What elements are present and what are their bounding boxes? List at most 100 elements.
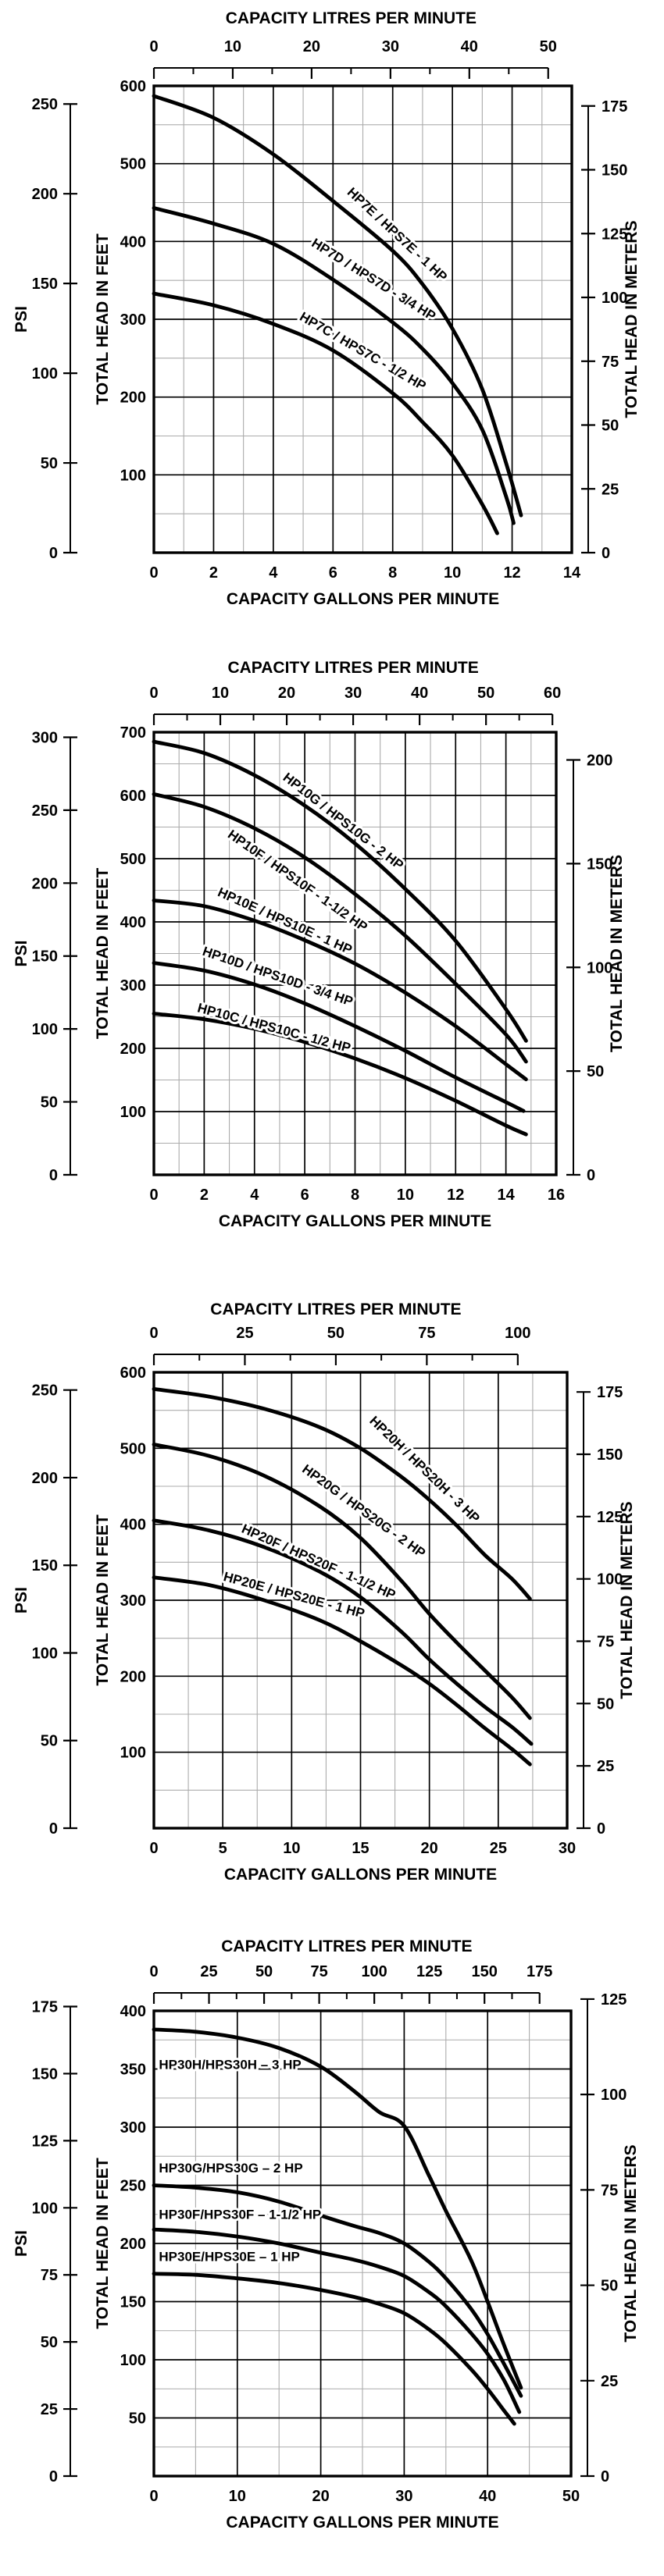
gpm-tick-label: 0 — [149, 2488, 158, 2505]
feet-tick-label: 300 — [120, 2119, 146, 2137]
meters-tick-label: 150 — [597, 1446, 623, 1464]
gpm-tick-label: 12 — [503, 564, 520, 582]
meters-axis-title: TOTAL HEAD IN METERS — [608, 855, 626, 1052]
meters-axis-title: TOTAL HEAD IN METERS — [622, 2144, 640, 2342]
pump-curve — [152, 2183, 523, 2398]
meters-tick-label: 75 — [602, 354, 619, 371]
gpm-tick-label: 15 — [352, 1840, 369, 1857]
gpm-tick-label: 20 — [421, 1840, 438, 1857]
feet-tick-label: 350 — [120, 2062, 146, 2079]
psi-tick-label: 150 — [32, 1557, 58, 1574]
gpm-tick-label: 30 — [559, 1840, 576, 1857]
gpm-tick-label: 40 — [479, 2488, 496, 2505]
psi-axis-title: PSI — [12, 941, 30, 967]
meters-tick-label: 125 — [597, 1509, 623, 1526]
feet-tick-label: 400 — [120, 2003, 146, 2020]
pump-curve — [152, 2227, 522, 2414]
psi-tick-label: 175 — [32, 1999, 58, 2016]
psi-tick-label: 100 — [32, 365, 58, 382]
pump-curve — [152, 94, 523, 518]
meters-tick-label: 75 — [597, 1634, 614, 1651]
meters-axis: 200 150 100 50 0 TOTAL HEAD IN METERS — [566, 753, 626, 1184]
psi-tick-label: 0 — [49, 545, 58, 562]
feet-axis: 600 500 400 300 200 100 TOTAL HEAD IN FEET — [94, 1364, 146, 1762]
meters-tick-label: 50 — [602, 418, 619, 435]
meters-tick-label: 150 — [602, 162, 627, 180]
plot-border — [152, 731, 558, 1176]
pump-curve — [152, 206, 516, 525]
feet-tick-label: 200 — [120, 1041, 146, 1058]
gpm-tick-label: 6 — [301, 1187, 309, 1204]
meters-axis-title: TOTAL HEAD IN METERS — [623, 220, 641, 418]
feet-tick-label: 500 — [120, 156, 146, 173]
top-axis-tick-label: 150 — [472, 1963, 498, 1980]
meters-tick-label: 125 — [601, 1991, 627, 2008]
gpm-tick-label: 0 — [149, 564, 158, 582]
pump-curve-label: HP30E/HPS30E – 1 HP — [159, 2249, 299, 2264]
top-axis-title: CAPACITY LITRES PER MINUTE — [226, 9, 477, 27]
meters-tick-label: 25 — [597, 1758, 614, 1775]
meters-axis: 175 150 125 100 75 50 25 0 TOTAL HEAD IN METERS — [577, 1384, 636, 1838]
gpm-tick-label: 8 — [388, 564, 397, 582]
bottom-axis-title: CAPACITY GALLONS PER MINUTE — [224, 1866, 497, 1884]
psi-tick-label: 200 — [32, 1470, 58, 1487]
gpm-tick-label: 10 — [444, 564, 461, 582]
feet-tick-label: 600 — [120, 788, 146, 805]
feet-tick-label: 700 — [120, 724, 146, 742]
pump-curve — [152, 1387, 532, 1601]
pump-curve-label: HP20G / HPS20G - 2 HP — [299, 1461, 428, 1560]
feet-tick-label: 100 — [120, 2352, 146, 2369]
feet-tick-label: 200 — [120, 2236, 146, 2253]
pump-curve — [152, 739, 528, 1043]
psi-axis: 300 250 200 150 100 50 0 PSI — [12, 729, 77, 1184]
plot-border — [152, 84, 573, 554]
meters-tick-label: 25 — [601, 2373, 618, 2390]
feet-tick-label: 400 — [120, 914, 146, 931]
top-axis-tick-label: 30 — [382, 38, 399, 55]
top-axis-tick-label: 0 — [149, 38, 158, 55]
feet-tick-label: 600 — [120, 1364, 146, 1382]
meters-tick-label: 175 — [597, 1384, 623, 1401]
pump-curve — [152, 291, 499, 535]
feet-tick-label: 400 — [120, 1517, 146, 1534]
psi-tick-label: 50 — [41, 1094, 58, 1112]
pump-curve — [152, 1443, 532, 1720]
curves: HP30H/HPS30H – 3 HP HP30G/HPS30G – 2 HP HP… — [152, 2027, 523, 2426]
pump-curve-label: HP30G/HPS30G – 2 HP — [159, 2161, 302, 2176]
psi-axis: 250 200 150 100 50 0 PSI — [12, 96, 77, 562]
feet-tick-label: 500 — [120, 1440, 146, 1457]
plot-grid — [154, 86, 572, 553]
feet-axis-title: TOTAL HEAD IN FEET — [94, 1514, 112, 1686]
meters-tick-label: 150 — [587, 856, 612, 873]
bottom-gpm-axis: 0 5 10 15 20 25 30 — [149, 1840, 576, 1857]
bottom-gpm-axis: 0 10 20 30 40 50 — [149, 2488, 580, 2505]
meters-tick-label: 125 — [602, 226, 627, 243]
meters-tick-label: 100 — [602, 290, 627, 307]
bottom-gpm-axis: 0 2 4 6 8 10 12 14 16 — [149, 1187, 565, 1204]
top-axis-tick-label: 40 — [461, 38, 478, 55]
top-axis-tick-label: 20 — [303, 38, 320, 55]
psi-tick-label: 150 — [32, 2065, 58, 2083]
plot-grid — [154, 2011, 571, 2476]
gpm-tick-label: 5 — [219, 1840, 227, 1857]
meters-tick-label: 0 — [597, 1820, 605, 1838]
meters-tick-label: 0 — [587, 1167, 595, 1184]
psi-tick-label: 100 — [32, 1021, 58, 1038]
meters-tick-label: 100 — [601, 2087, 627, 2104]
feet-axis-title: TOTAL HEAD IN FEET — [94, 868, 112, 1040]
meters-tick-label: 175 — [602, 98, 627, 116]
psi-axis-title: PSI — [12, 2230, 30, 2257]
top-axis-tick-label: 0 — [149, 1325, 158, 1342]
top-axis-tick-label: 0 — [149, 685, 158, 702]
pump-curve — [152, 2272, 516, 2426]
feet-tick-label: 50 — [129, 2411, 146, 2428]
top-axis-tick-label: 75 — [310, 1963, 327, 1980]
feet-tick-label: 300 — [120, 1592, 146, 1610]
top-lpm-axis: 0 10 20 30 40 50 — [149, 38, 557, 79]
gpm-tick-label: 25 — [490, 1840, 507, 1857]
